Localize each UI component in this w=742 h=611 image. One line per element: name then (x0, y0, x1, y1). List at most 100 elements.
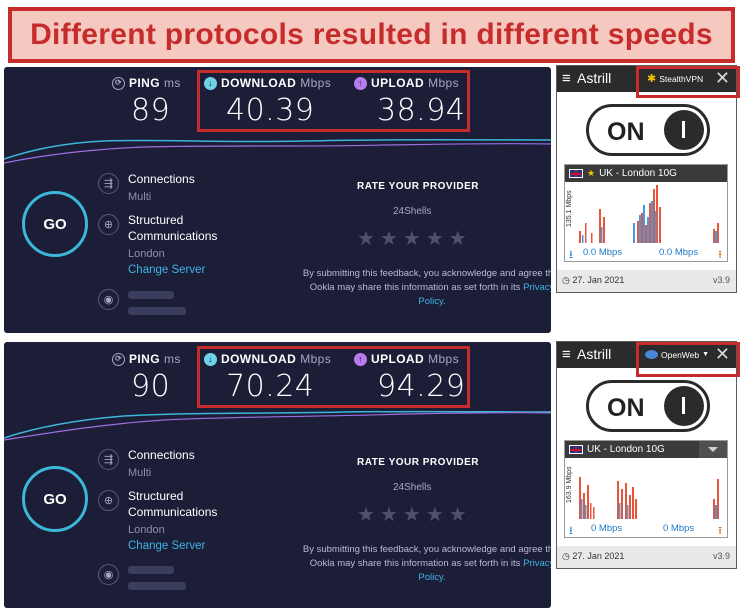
graph-footer: ⭳ 0.0 Mbps 0.0 Mbps ⭱ (565, 245, 727, 261)
uk-flag-icon (569, 445, 583, 454)
server-selector[interactable]: ★ UK - London 10G (565, 165, 727, 182)
speed-graph-line (4, 410, 551, 441)
ping-label: ⟳ PING ms (112, 76, 181, 90)
rate-provider-title: RATE YOUR PROVIDER (357, 457, 479, 468)
star-icon[interactable]: ★ (379, 228, 398, 250)
upload-speed: 0.0 Mbps (659, 247, 699, 258)
ping-icon: ⟳ (112, 76, 125, 90)
astrill-header: ≡ Astrill ✱ StealthVPN ✕ (557, 66, 736, 92)
rating-stars[interactable]: ★ ★ ★ ★ ★ (357, 229, 467, 249)
upload-arrow-icon: ↑ (354, 352, 367, 366)
user-icon: ◉ (98, 289, 119, 310)
astrill-footer: ◷ 27. Jan 2021 v3.9 (557, 270, 736, 292)
upload-arrow-icon: ⭱ (718, 249, 722, 261)
highlight-box (636, 342, 740, 377)
blurred-ip (128, 307, 186, 315)
star-icon: ★ (587, 168, 596, 178)
star-icon[interactable]: ★ (357, 504, 375, 526)
host-line-1: Structured (128, 213, 184, 227)
download-arrow-icon: ⭳ (569, 249, 573, 261)
openweb-icon (645, 350, 658, 359)
globe-icon: ⊕ (98, 214, 119, 235)
connections-label: Connections (128, 172, 195, 186)
star-icon[interactable]: ★ (448, 504, 467, 526)
feedback-disclaimer: By submitting this feedback, you acknowl… (297, 267, 551, 309)
connections-icon: ⇶ (98, 449, 119, 470)
server-selector[interactable]: UK - London 10G (565, 441, 727, 458)
blurred-isp (128, 566, 174, 574)
host-location: London (128, 248, 165, 260)
host-line-2: Communications (128, 505, 218, 519)
chevron-down-icon[interactable] (699, 441, 727, 458)
uk-flag-icon (569, 169, 583, 178)
upload-label: ↑ UPLOAD Mbps (354, 76, 459, 90)
download-value: 70.24 (226, 369, 315, 404)
version-label: v3.9 (712, 275, 730, 285)
vpn-toggle[interactable]: ON (586, 104, 710, 156)
blurred-ip (128, 582, 186, 590)
astrill-logo: Astrill (577, 346, 612, 362)
star-icon[interactable]: ★ (425, 504, 444, 526)
star-icon[interactable]: ★ (402, 228, 421, 250)
astrill-widget-1: ≡ Astrill ✱ StealthVPN ✕ ON ★ UK - Londo… (556, 65, 740, 293)
ping-value: 90 (131, 369, 171, 404)
star-icon[interactable]: ★ (379, 504, 398, 526)
protocol-selector[interactable]: ✱ StealthVPN (647, 73, 704, 85)
traffic-bars (579, 477, 719, 519)
provider-name: 24Shells (393, 482, 432, 493)
download-speed: 0.0 Mbps (583, 247, 623, 258)
hamburger-menu-icon[interactable]: ≡ (562, 70, 571, 87)
astrill-footer: ◷ 27. Jan 2021 v3.9 (557, 546, 736, 568)
highlight-box (636, 66, 740, 98)
close-icon[interactable]: ✕ (714, 344, 730, 364)
astrill-logo: Astrill (577, 70, 612, 86)
star-icon[interactable]: ★ (448, 228, 467, 250)
speed-graph-line (4, 139, 551, 164)
change-server-link[interactable]: Change Server (128, 264, 206, 276)
upload-value: 38.94 (377, 93, 466, 128)
toggle-knob-icon (664, 386, 704, 426)
date-label: ◷ 27. Jan 2021 (562, 551, 625, 561)
download-arrow-icon: ↓ (204, 76, 217, 90)
astrill-header: ≡ Astrill OpenWeb ▼ ✕ (557, 342, 736, 368)
traffic-graph: UK - London 10G 163.9 Mbps ⭳ (564, 440, 728, 538)
download-label: ↓ DOWNLOAD Mbps (204, 352, 331, 366)
star-icon[interactable]: ★ (425, 228, 444, 250)
blurred-isp (128, 291, 174, 299)
host-line-1: Structured (128, 489, 184, 503)
highlight-box (197, 346, 470, 408)
hamburger-menu-icon[interactable]: ≡ (562, 346, 571, 363)
traffic-graph: ★ UK - London 10G 135.1 Mbps (564, 164, 728, 262)
globe-icon: ⊕ (98, 490, 119, 511)
go-button[interactable]: GO (22, 191, 88, 257)
host-location: London (128, 524, 165, 536)
stealth-icon: ✱ (647, 73, 657, 85)
rating-stars[interactable]: ★ ★ ★ ★ ★ (357, 505, 467, 525)
highlight-box (197, 70, 470, 132)
go-button[interactable]: GO (22, 466, 88, 532)
privacy-policy-link[interactable]: Privacy Policy. (418, 282, 551, 307)
feedback-disclaimer: By submitting this feedback, you acknowl… (297, 543, 551, 585)
privacy-policy-link[interactable]: Privacy Policy. (418, 558, 551, 583)
version-label: v3.9 (712, 551, 730, 561)
download-value: 40.39 (226, 93, 315, 128)
user-icon: ◉ (98, 564, 119, 585)
upload-value: 94.29 (377, 369, 466, 404)
ping-value: 89 (131, 93, 171, 128)
star-icon[interactable]: ★ (357, 228, 375, 250)
title-banner: Different protocols resulted in differen… (8, 7, 735, 63)
close-icon[interactable]: ✕ (714, 68, 730, 88)
upload-speed: 0 Mbps (663, 523, 695, 534)
banner-title: Different protocols resulted in differen… (30, 18, 713, 51)
graph-footer: ⭳ 0 Mbps 0 Mbps ⭱ (565, 521, 727, 537)
vpn-toggle[interactable]: ON (586, 380, 710, 432)
download-speed: 0 Mbps (591, 523, 623, 534)
download-label: ↓ DOWNLOAD Mbps (204, 76, 331, 90)
change-server-link[interactable]: Change Server (128, 540, 206, 552)
protocol-selector[interactable]: OpenWeb ▼ (645, 346, 709, 363)
chevron-down-icon: ▼ (702, 351, 710, 358)
upload-arrow-icon: ↑ (354, 76, 367, 90)
star-icon[interactable]: ★ (402, 504, 421, 526)
upload-arrow-icon: ⭱ (718, 525, 722, 537)
